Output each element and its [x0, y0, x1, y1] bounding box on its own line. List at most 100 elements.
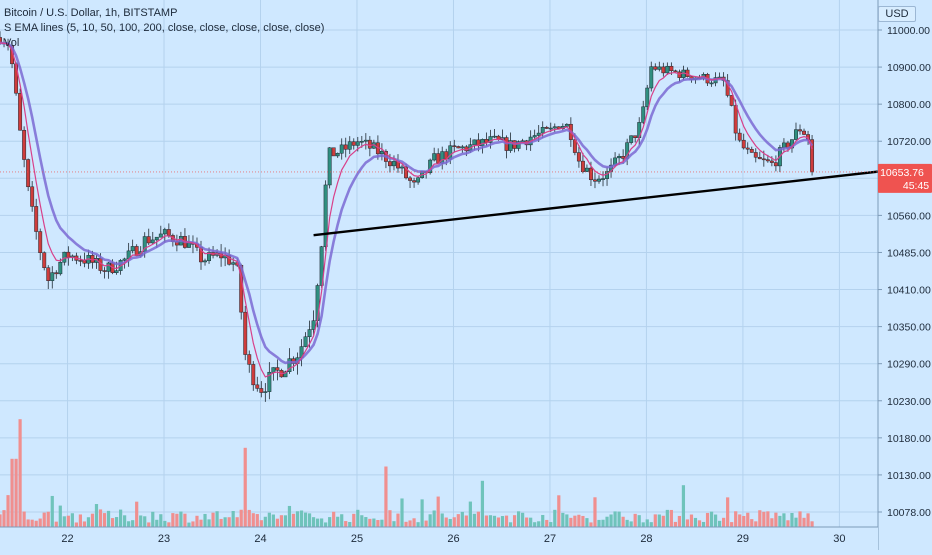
candle-body: [653, 66, 658, 70]
volume-bar: [649, 522, 653, 527]
volume-bar: [283, 515, 288, 527]
volume-bar: [127, 521, 131, 527]
volume-bar: [653, 514, 657, 527]
candle-body: [311, 320, 316, 330]
candle-body: [408, 177, 413, 181]
volume-bar: [613, 511, 617, 527]
candle-body: [552, 126, 557, 129]
volume-bar: [689, 514, 694, 527]
volume-bar: [802, 517, 806, 527]
volume-bar: [758, 510, 762, 527]
volume-bar: [456, 514, 460, 527]
volume-bar: [645, 519, 649, 527]
candle-body: [633, 135, 638, 138]
volume-bar: [199, 519, 203, 527]
volume-bar: [476, 511, 480, 527]
volume-bar: [151, 511, 155, 527]
x-tick-label: 23: [158, 533, 170, 545]
candle-body: [162, 229, 167, 235]
candle-body: [472, 139, 477, 145]
volume-bar: [352, 513, 356, 527]
volume-bar: [303, 512, 308, 527]
volume-bar: [320, 518, 324, 527]
candle-body: [339, 144, 344, 154]
volume-bar: [561, 512, 565, 527]
volume-bar: [332, 511, 336, 527]
candle-body: [576, 152, 581, 162]
volume-bar: [565, 514, 569, 527]
volume-bar: [183, 513, 187, 527]
candle-body: [709, 82, 714, 85]
candle-body: [492, 135, 497, 138]
volume-bar: [315, 518, 320, 527]
volume-bar: [774, 512, 778, 527]
volume-bar: [436, 496, 440, 527]
candle-body: [669, 65, 674, 72]
volume-bar: [444, 517, 448, 527]
volume-bar: [110, 518, 115, 527]
y-tick-label: 10078.00: [887, 507, 931, 519]
candle-body: [30, 186, 35, 207]
candle-body: [548, 127, 553, 130]
volume-bar: [159, 514, 163, 527]
volume-bar: [94, 504, 99, 527]
volume-bar: [344, 521, 348, 527]
candle-body: [46, 267, 51, 281]
volume-bar: [484, 515, 489, 527]
volume-bar: [62, 516, 66, 527]
volume-bar: [500, 516, 505, 527]
candle-body: [283, 371, 288, 378]
volume-bar: [86, 517, 91, 527]
volume-bar: [364, 517, 368, 527]
x-tick-label: 22: [61, 533, 73, 545]
volume-bar: [340, 514, 344, 527]
volume-bar: [810, 521, 814, 527]
y-tick-label: 10720.00: [887, 136, 931, 148]
candle-body: [26, 159, 31, 188]
volume-bar: [243, 447, 247, 527]
y-tick-label: 10900.00: [887, 62, 931, 74]
volume-bar: [770, 518, 774, 527]
ema-line-slow: [0, 41, 814, 365]
volume-bar: [593, 497, 597, 527]
x-tick-label: 26: [447, 533, 459, 545]
currency-button[interactable]: USD: [878, 6, 916, 22]
volume-bar: [207, 519, 211, 527]
volume-bar: [408, 520, 412, 527]
volume-bar: [525, 517, 529, 527]
candle-body: [617, 156, 622, 159]
volume-bar: [537, 521, 541, 527]
volume-bar: [223, 517, 227, 527]
volume-bar: [66, 515, 70, 527]
volume-bar: [448, 518, 452, 527]
volume-bar: [384, 466, 388, 527]
volume-bar: [705, 512, 710, 527]
volume-bar: [472, 513, 476, 527]
volume-bar: [738, 514, 742, 527]
volume-bar: [114, 517, 119, 527]
volume-bar: [718, 520, 722, 527]
candle-body: [331, 147, 336, 157]
volume-bar: [22, 511, 26, 527]
candle-body: [649, 66, 654, 89]
volume-bar: [428, 514, 432, 527]
volume-bar: [492, 515, 497, 527]
volume-bar: [709, 511, 714, 527]
candle-body: [436, 153, 441, 164]
candle-body: [749, 149, 754, 153]
candle-body: [243, 311, 248, 355]
trendline-layer: [313, 168, 893, 237]
candle-body: [78, 260, 83, 262]
volume-bar: [597, 519, 601, 527]
volume-bar: [368, 518, 372, 527]
candle-body: [130, 246, 135, 252]
volume-bar: [348, 522, 352, 527]
volume-bar: [287, 505, 292, 527]
volume-bar: [677, 515, 682, 527]
y-tick-label: 10485.00: [887, 247, 931, 259]
volume-bar: [291, 513, 296, 527]
volume-bar: [78, 514, 83, 527]
candle-body: [741, 139, 746, 149]
